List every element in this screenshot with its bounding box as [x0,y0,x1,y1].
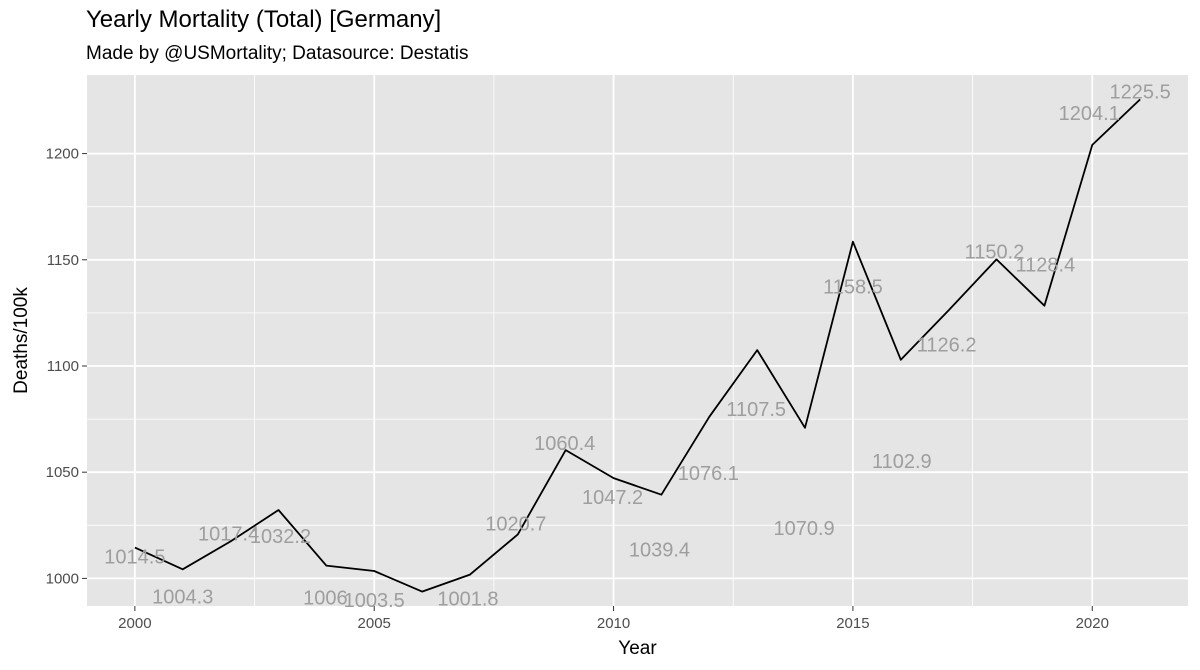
plot-panel [87,75,1188,606]
tick-labels: 2000 2005 2010 2015 2020 1000 1050 1100 1150 1200 [46,146,1109,632]
series-line [134,98,1141,593]
data-label: 1032.2 [250,526,311,548]
x-tick-label: 2005 [358,615,391,632]
y-axis-title: Deaths/100k [11,287,32,394]
chart-subtitle: Made by @USMortality; Datasource: Destat… [86,43,469,64]
data-label: 1020.7 [485,513,546,535]
data-label: 1047.2 [582,487,643,509]
y-tick-label: 1000 [46,570,79,587]
x-tick-label: 2010 [597,615,630,632]
data-label: 1225.5 [1110,81,1171,103]
data-label: 1003.5 [344,590,405,612]
y-tick-label: 1050 [46,464,79,481]
data-label: 1004.3 [152,586,213,608]
data-label: 1128.4 [1016,255,1076,277]
data-label: 1102.9 [872,451,932,473]
data-label: 1001.8 [437,589,498,611]
data-label: 1150.2 [965,241,1025,263]
data-label: 1076.1 [678,463,739,485]
minor-gridlines [87,75,1188,606]
x-axis-title: Year [618,638,657,659]
data-label: 1158.5 [823,277,883,299]
major-gridlines [87,75,1188,606]
data-label: 1204.1 [1059,103,1120,125]
x-tick-label: 2000 [118,615,151,632]
x-tick-label: 2020 [1076,615,1109,632]
chart-title: Yearly Mortality (Total) [Germany] [86,6,442,33]
y-tick-label: 1150 [47,252,79,269]
data-label: 1107.5 [726,399,786,421]
axis-ticks [82,153,1093,611]
data-label: 1039.4 [629,540,690,562]
data-label: 1070.9 [773,518,834,540]
data-label: 1017.4 [198,523,259,545]
x-tick-label: 2015 [836,615,869,632]
data-label: 1014.5 [104,547,165,569]
data-label: 1126.2 [917,334,977,356]
y-tick-label: 1200 [46,146,79,163]
data-label: 1060.4 [534,433,595,455]
y-tick-label: 1100 [47,358,79,375]
data-label: 1006 [303,588,348,610]
